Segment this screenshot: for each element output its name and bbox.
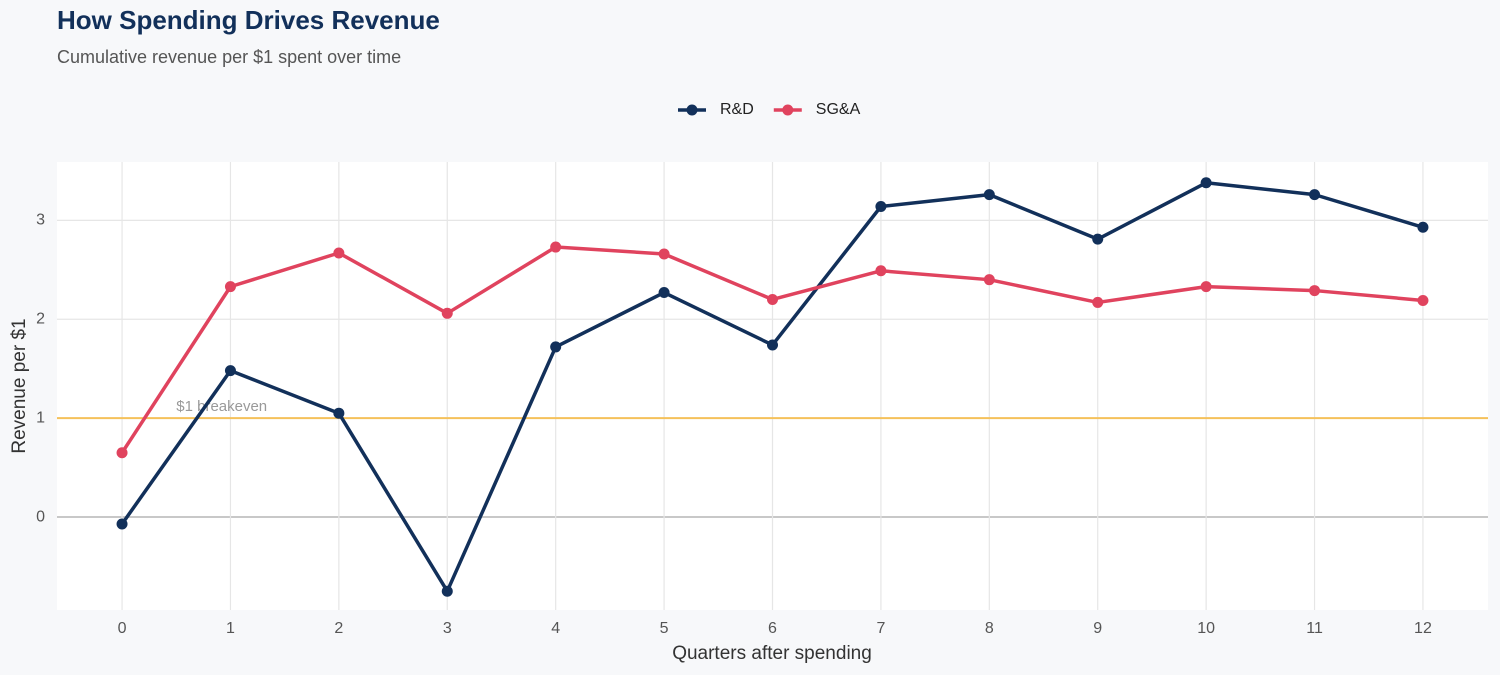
y-tick-label: 0 xyxy=(36,508,45,525)
data-point xyxy=(224,365,236,377)
y-axis-title: Revenue per $1 xyxy=(9,318,30,453)
x-tick-label: 5 xyxy=(660,620,669,637)
data-point xyxy=(550,241,562,253)
data-point xyxy=(658,248,670,260)
data-point xyxy=(550,341,562,353)
legend-swatch xyxy=(782,104,794,116)
y-tick-label: 1 xyxy=(36,409,45,426)
data-point xyxy=(224,281,236,293)
data-point xyxy=(1417,221,1429,233)
legend-label: R&D xyxy=(720,101,754,118)
data-point xyxy=(1092,233,1104,245)
x-tick-label: 4 xyxy=(551,620,560,637)
reference-label: $1 breakeven xyxy=(176,398,267,415)
x-axis-title: Quarters after spending xyxy=(672,643,872,664)
data-point xyxy=(333,247,345,259)
data-point xyxy=(441,307,453,319)
data-point xyxy=(1200,177,1212,189)
x-tick-label: 2 xyxy=(334,620,343,637)
data-point xyxy=(983,274,995,286)
x-tick-label: 11 xyxy=(1306,620,1323,637)
data-point xyxy=(767,339,778,351)
x-tick-label: 3 xyxy=(443,620,452,637)
chart-title: How Spending Drives Revenue xyxy=(57,5,440,35)
data-point xyxy=(1200,281,1212,293)
data-point xyxy=(875,201,887,213)
data-point xyxy=(441,585,453,597)
data-point xyxy=(1309,189,1321,201)
data-point xyxy=(1309,285,1321,297)
data-point xyxy=(1417,294,1429,306)
data-point xyxy=(658,287,670,299)
data-point xyxy=(983,189,995,201)
data-point xyxy=(875,265,887,277)
x-tick-label: 10 xyxy=(1197,620,1215,637)
x-tick-label: 8 xyxy=(985,620,994,637)
chart-subtitle: Cumulative revenue per $1 spent over tim… xyxy=(57,47,401,67)
x-tick-label: 1 xyxy=(226,620,235,637)
data-point xyxy=(767,293,778,305)
data-point xyxy=(1092,296,1104,308)
y-tick-label: 2 xyxy=(36,310,45,327)
x-tick-label: 12 xyxy=(1414,620,1432,637)
legend-label: SG&A xyxy=(816,101,861,118)
x-tick-label: 6 xyxy=(768,620,777,637)
data-point xyxy=(116,518,128,530)
data-point xyxy=(333,407,345,419)
x-tick-label: 0 xyxy=(118,620,127,637)
y-tick-label: 3 xyxy=(36,212,45,229)
legend-swatch xyxy=(686,104,698,116)
data-point xyxy=(116,447,128,459)
x-tick-label: 7 xyxy=(876,620,885,637)
x-tick-label: 9 xyxy=(1093,620,1102,637)
